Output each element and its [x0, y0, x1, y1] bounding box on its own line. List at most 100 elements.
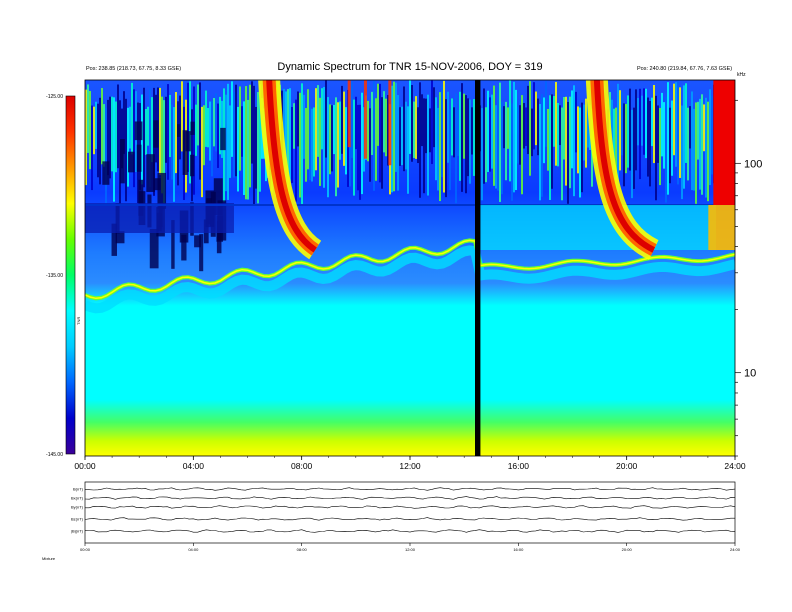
spectrogram-stripe	[243, 101, 245, 195]
spectrogram-stripe	[675, 82, 677, 167]
spectrogram-stripe	[233, 92, 235, 178]
spectrogram-stripe	[459, 91, 461, 181]
spectrogram-stripe	[635, 89, 637, 171]
spectrogram-stripe	[659, 107, 661, 186]
spectrogram-stripe	[431, 80, 433, 165]
spectrogram-stripe	[615, 107, 617, 192]
spectrogram-stripe	[123, 91, 125, 154]
spectrogram-stripe	[305, 108, 307, 182]
spectrogram-stripe	[159, 87, 161, 175]
spectrogram-stripe	[125, 98, 127, 202]
spectrogram-stripe	[469, 99, 471, 184]
spectrogram-stripe	[133, 89, 135, 188]
spectrogram-stripe	[537, 98, 539, 156]
spectrogram-stripe	[529, 81, 531, 176]
spectrogram-stripe	[307, 89, 309, 170]
spectrogram-stripe	[97, 103, 99, 178]
spectrogram-stripe	[535, 91, 537, 146]
plasma-line-core	[85, 239, 735, 300]
spectrogram-stripe	[215, 93, 217, 152]
spectrogram-stripe	[673, 83, 675, 156]
spectrogram-stripe	[461, 83, 463, 192]
spectrogram-stripe	[401, 106, 403, 166]
spectrogram-stripe	[517, 107, 519, 164]
spectrogram-stripe	[663, 102, 665, 169]
spectrogram-stripe	[691, 91, 693, 191]
spectrogram-blob	[115, 231, 125, 244]
spectrogram-stripe	[449, 109, 451, 191]
spectrogram-stripe	[303, 94, 305, 159]
spectrogram-stripe	[107, 99, 109, 176]
burst-core	[713, 80, 735, 205]
spectrogram-stripe	[555, 81, 557, 166]
spectrogram-stripe	[405, 101, 407, 170]
spectrogram-stripe	[551, 94, 553, 189]
spectrogram-stripe	[557, 102, 559, 167]
spectrogram-stripe	[199, 82, 201, 180]
spectrogram-stripe	[489, 97, 491, 172]
spectrogram-stripe	[689, 106, 691, 149]
spectrogram-stripe	[171, 104, 173, 180]
spectrogram-stripe	[353, 99, 355, 196]
spectrogram-stripe	[521, 95, 523, 195]
spectrogram-stripe	[99, 97, 101, 185]
spectrogram-stripe	[421, 94, 423, 147]
spectrogram-stripe	[373, 81, 375, 191]
spectrogram-stripe	[235, 84, 237, 177]
field-x-tick-label: 24:00	[730, 547, 741, 552]
spectrogram-stripe	[103, 104, 105, 167]
spectrogram-stripe	[331, 105, 333, 172]
spectrogram-stripe	[525, 107, 527, 146]
y-tick-label: 10	[744, 368, 756, 380]
spectrogram-stripe	[575, 91, 577, 153]
spectrogram-stripe	[413, 101, 415, 158]
spectrogram-stripe	[619, 90, 621, 171]
spectrogram-stripe	[371, 91, 373, 155]
spectrogram-stripe	[291, 107, 293, 183]
spectrogram-stripe	[545, 81, 547, 147]
spectrogram-stripe	[113, 97, 115, 202]
spectrogram-stripe	[465, 95, 467, 194]
spectrogram-stripe	[453, 107, 455, 158]
colorbar-gradient	[65, 95, 76, 455]
spectrogram-stripe	[109, 96, 111, 179]
spectrogram-blob	[182, 130, 188, 175]
spectrogram-stripe	[409, 80, 411, 154]
spectrogram-stripe	[369, 108, 371, 182]
spectrogram-blob	[120, 139, 125, 184]
field-panel-frame	[84, 481, 736, 544]
spectrogram-stripe	[643, 88, 645, 155]
emission-burst	[708, 80, 735, 250]
spectrogram-stripe	[101, 88, 103, 165]
spectrogram-stripe	[207, 107, 209, 148]
spectrogram-stripe	[251, 81, 253, 164]
spectrogram-stripe	[693, 108, 695, 191]
spectrogram-stripe	[567, 101, 569, 204]
spectrogram-stripe	[335, 97, 337, 197]
spectrogram-stripe	[289, 88, 291, 202]
spectrogram-stripe	[297, 91, 299, 147]
spectrogram-stripe	[685, 83, 687, 163]
spectrogram-stripe	[227, 83, 229, 200]
spectrogram-stripe	[93, 106, 95, 155]
spectrogram-stripe	[195, 104, 197, 156]
spectrogram-stripe	[637, 98, 639, 146]
spectrogram-stripe	[115, 101, 117, 173]
spectrogram-stripe	[451, 98, 453, 156]
colorbar: -125.00 -135.00 -145.00 TNR	[46, 94, 81, 458]
spectrogram-stripe	[487, 90, 489, 172]
x-tick-label: 24:00	[724, 461, 746, 471]
spectrogram-stripe	[333, 104, 335, 155]
spectrogram-stripe	[309, 107, 311, 181]
spectrogram-blob	[136, 144, 142, 172]
spectrogram-stripe	[327, 97, 329, 198]
spectrogram-blob	[102, 161, 110, 185]
y-tick-label: 100	[744, 158, 762, 170]
spectrogram-stripe	[439, 92, 441, 202]
spectrogram-stripe	[167, 84, 169, 180]
spectrogram-stripe	[177, 101, 179, 186]
spectrogram-band	[480, 205, 717, 250]
field-x-tick-label: 12:00	[405, 547, 416, 552]
spectrogram-stripe	[519, 105, 521, 165]
field-x-tick-label: 00:00	[80, 547, 91, 552]
